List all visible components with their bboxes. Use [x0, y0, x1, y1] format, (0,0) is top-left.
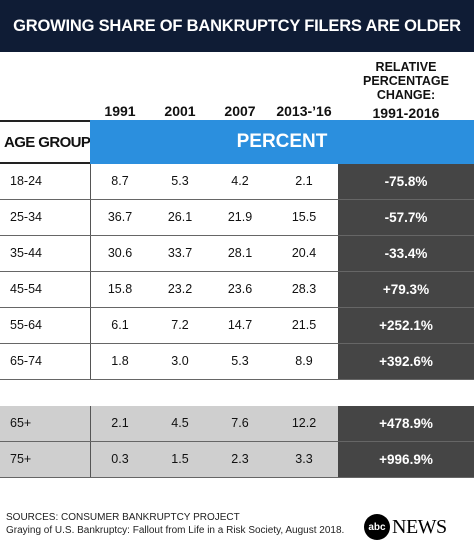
- percent-value-cell: 28.3: [291, 282, 317, 296]
- percent-value-cell: 21.9: [227, 210, 253, 224]
- change-value-cell: -57.7%: [384, 210, 428, 225]
- percent-value-cell: 15.8: [107, 282, 133, 296]
- summary-row: 75+ 0.3 1.5 2.3 3.3 +996.9%: [0, 442, 474, 478]
- age-group-cell: 65-74: [10, 354, 42, 368]
- age-group-cell: 18-24: [10, 174, 42, 188]
- percent-value-cell: 7.2: [171, 318, 189, 332]
- percent-value-cell: 2.1: [295, 174, 313, 188]
- age-group-cell: 25-34: [10, 210, 42, 224]
- change-value-cell: -75.8%: [384, 174, 428, 189]
- change-value-cell: +79.3%: [382, 282, 430, 297]
- table-row: 55-64 6.1 7.2 14.7 21.5 +252.1%: [0, 308, 474, 344]
- summary-change-background: [338, 406, 474, 478]
- percent-value-cell: 23.6: [227, 282, 253, 296]
- summary-row: 65+ 2.1 4.5 7.6 12.2 +478.9%: [0, 406, 474, 442]
- percent-value-cell: 8.9: [295, 354, 313, 368]
- percent-value-cell: 0.3: [111, 452, 129, 466]
- column-header-2007: 2007: [224, 103, 256, 119]
- percent-header-bar: PERCENT: [90, 120, 474, 164]
- change-value-cell: +478.9%: [379, 416, 433, 431]
- percent-value-cell: 1.5: [171, 452, 189, 466]
- percent-value-cell: 20.4: [291, 246, 317, 260]
- percent-value-cell: 6.1: [111, 318, 129, 332]
- table-row: 35-44 30.6 33.7 28.1 20.4 -33.4%: [0, 236, 474, 272]
- percent-value-cell: 2.3: [231, 452, 249, 466]
- change-header-line3: CHANGE:: [376, 88, 436, 102]
- age-group-cell: 75+: [10, 452, 32, 466]
- percent-value-cell: 4.5: [171, 416, 189, 430]
- table-row: 45-54 15.8 23.2 23.6 28.3 +79.3%: [0, 272, 474, 308]
- column-header-2001: 2001: [164, 103, 196, 119]
- change-header-years: 1991-2016: [372, 105, 440, 121]
- abc-logo-mark: abc: [364, 514, 390, 540]
- percent-value-cell: 8.7: [111, 174, 129, 188]
- percent-value-cell: 7.6: [231, 416, 249, 430]
- percent-value-cell: 26.1: [167, 210, 193, 224]
- percent-value-cell: 14.7: [227, 318, 253, 332]
- change-value-cell: +252.1%: [379, 318, 433, 333]
- percent-value-cell: 5.3: [171, 174, 189, 188]
- abc-news-logo: abc NEWS: [364, 514, 447, 540]
- change-header-line1: RELATIVE: [375, 60, 437, 74]
- change-header-line2: PERCENTAGE: [363, 74, 449, 88]
- age-group-header: AGE GROUP: [0, 120, 91, 164]
- percent-value-cell: 1.8: [111, 354, 129, 368]
- percent-value-cell: 23.2: [167, 282, 193, 296]
- percent-value-cell: 33.7: [167, 246, 193, 260]
- table-row: 18-24 8.7 5.3 4.2 2.1 -75.8%: [0, 164, 474, 200]
- percent-value-cell: 5.3: [231, 354, 249, 368]
- column-header-2013-16: 2013-’16: [276, 103, 332, 119]
- age-group-cell: 35-44: [10, 246, 42, 260]
- age-group-cell: 55-64: [10, 318, 42, 332]
- percent-value-cell: 15.5: [291, 210, 317, 224]
- change-column-header: RELATIVE PERCENTAGE CHANGE: 1991-2016: [338, 60, 474, 120]
- percent-value-cell: 12.2: [291, 416, 317, 430]
- percent-value-cell: 30.6: [107, 246, 133, 260]
- percent-value-cell: 2.1: [111, 416, 129, 430]
- change-value-cell: -33.4%: [384, 246, 428, 261]
- table-row: 25-34 36.7 26.1 21.9 15.5 -57.7%: [0, 200, 474, 236]
- age-group-cell: 65+: [10, 416, 32, 430]
- table-row: 65-74 1.8 3.0 5.3 8.9 +392.6%: [0, 344, 474, 380]
- percent-value-cell: 4.2: [231, 174, 249, 188]
- change-value-cell: +392.6%: [379, 354, 433, 369]
- column-divider: [90, 164, 91, 380]
- source-line-2: Graying of U.S. Bankruptcy: Fallout from…: [6, 525, 345, 536]
- chart-title: GROWING SHARE OF BANKRUPTCY FILERS ARE O…: [0, 0, 474, 52]
- news-logo-text: NEWS: [392, 515, 447, 538]
- change-column-background: [338, 164, 474, 380]
- source-line-1: SOURCES: CONSUMER BANKRUPTCY PROJECT: [6, 512, 240, 523]
- change-value-cell: +996.9%: [379, 452, 433, 467]
- percent-value-cell: 21.5: [291, 318, 317, 332]
- percent-value-cell: 3.3: [295, 452, 313, 466]
- summary-rows-background: [0, 406, 338, 478]
- percent-value-cell: 36.7: [107, 210, 133, 224]
- percent-value-cell: 3.0: [171, 354, 189, 368]
- age-group-cell: 45-54: [10, 282, 42, 296]
- column-header-1991: 1991: [104, 103, 136, 119]
- sources-note: SOURCES: CONSUMER BANKRUPTCY PROJECT Gra…: [6, 511, 344, 537]
- column-divider: [90, 406, 91, 478]
- percent-value-cell: 28.1: [227, 246, 253, 260]
